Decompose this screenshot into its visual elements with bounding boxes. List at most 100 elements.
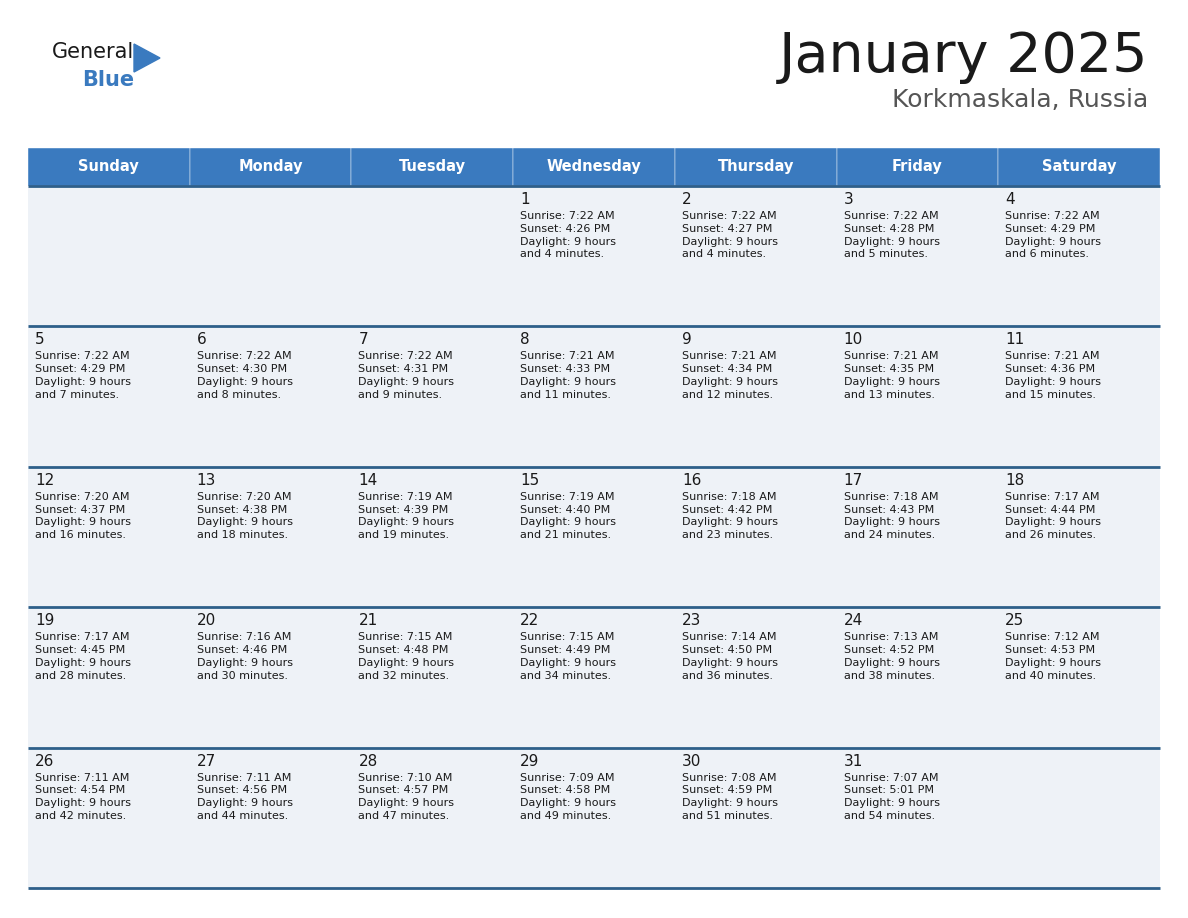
Text: 16: 16 bbox=[682, 473, 701, 487]
Text: Sunrise: 7:10 AM
Sunset: 4:57 PM
Daylight: 9 hours
and 47 minutes.: Sunrise: 7:10 AM Sunset: 4:57 PM Dayligh… bbox=[359, 773, 455, 821]
Text: 30: 30 bbox=[682, 754, 701, 768]
Bar bbox=[29, 607, 190, 747]
Text: Sunrise: 7:22 AM
Sunset: 4:29 PM
Daylight: 9 hours
and 7 minutes.: Sunrise: 7:22 AM Sunset: 4:29 PM Dayligh… bbox=[34, 352, 131, 400]
Bar bbox=[836, 148, 998, 186]
Text: 13: 13 bbox=[197, 473, 216, 487]
Bar bbox=[675, 607, 836, 747]
Bar bbox=[513, 747, 675, 888]
Bar bbox=[836, 607, 998, 747]
Text: 29: 29 bbox=[520, 754, 539, 768]
Text: 23: 23 bbox=[682, 613, 701, 628]
Text: Sunrise: 7:22 AM
Sunset: 4:28 PM
Daylight: 9 hours
and 5 minutes.: Sunrise: 7:22 AM Sunset: 4:28 PM Dayligh… bbox=[843, 211, 940, 260]
Text: Sunrise: 7:20 AM
Sunset: 4:37 PM
Daylight: 9 hours
and 16 minutes.: Sunrise: 7:20 AM Sunset: 4:37 PM Dayligh… bbox=[34, 492, 131, 540]
Text: Sunrise: 7:22 AM
Sunset: 4:26 PM
Daylight: 9 hours
and 4 minutes.: Sunrise: 7:22 AM Sunset: 4:26 PM Dayligh… bbox=[520, 211, 617, 260]
Text: Blue: Blue bbox=[82, 70, 134, 90]
Text: Sunrise: 7:21 AM
Sunset: 4:36 PM
Daylight: 9 hours
and 15 minutes.: Sunrise: 7:21 AM Sunset: 4:36 PM Dayligh… bbox=[1005, 352, 1101, 400]
Text: 3: 3 bbox=[843, 192, 853, 207]
Bar bbox=[29, 466, 190, 607]
Text: 25: 25 bbox=[1005, 613, 1024, 628]
Text: Sunrise: 7:15 AM
Sunset: 4:49 PM
Daylight: 9 hours
and 34 minutes.: Sunrise: 7:15 AM Sunset: 4:49 PM Dayligh… bbox=[520, 633, 617, 680]
Text: Thursday: Thursday bbox=[718, 160, 794, 174]
Text: Tuesday: Tuesday bbox=[399, 160, 466, 174]
Text: 21: 21 bbox=[359, 613, 378, 628]
Text: 19: 19 bbox=[34, 613, 55, 628]
Text: Sunrise: 7:15 AM
Sunset: 4:48 PM
Daylight: 9 hours
and 32 minutes.: Sunrise: 7:15 AM Sunset: 4:48 PM Dayligh… bbox=[359, 633, 455, 680]
Bar bbox=[190, 607, 352, 747]
Bar bbox=[352, 186, 513, 327]
Text: Sunrise: 7:20 AM
Sunset: 4:38 PM
Daylight: 9 hours
and 18 minutes.: Sunrise: 7:20 AM Sunset: 4:38 PM Dayligh… bbox=[197, 492, 292, 540]
Text: Sunrise: 7:21 AM
Sunset: 4:34 PM
Daylight: 9 hours
and 12 minutes.: Sunrise: 7:21 AM Sunset: 4:34 PM Dayligh… bbox=[682, 352, 778, 400]
Text: Sunrise: 7:21 AM
Sunset: 4:33 PM
Daylight: 9 hours
and 11 minutes.: Sunrise: 7:21 AM Sunset: 4:33 PM Dayligh… bbox=[520, 352, 617, 400]
Bar bbox=[675, 747, 836, 888]
Bar bbox=[513, 148, 675, 186]
Text: 1: 1 bbox=[520, 192, 530, 207]
Text: 7: 7 bbox=[359, 332, 368, 347]
Text: Saturday: Saturday bbox=[1042, 160, 1117, 174]
Text: Sunrise: 7:18 AM
Sunset: 4:43 PM
Daylight: 9 hours
and 24 minutes.: Sunrise: 7:18 AM Sunset: 4:43 PM Dayligh… bbox=[843, 492, 940, 540]
Text: 6: 6 bbox=[197, 332, 207, 347]
Bar bbox=[190, 327, 352, 466]
Text: Sunrise: 7:22 AM
Sunset: 4:29 PM
Daylight: 9 hours
and 6 minutes.: Sunrise: 7:22 AM Sunset: 4:29 PM Dayligh… bbox=[1005, 211, 1101, 260]
Bar bbox=[352, 747, 513, 888]
Text: Sunrise: 7:11 AM
Sunset: 4:56 PM
Daylight: 9 hours
and 44 minutes.: Sunrise: 7:11 AM Sunset: 4:56 PM Dayligh… bbox=[197, 773, 292, 821]
Text: 5: 5 bbox=[34, 332, 45, 347]
Bar bbox=[836, 327, 998, 466]
Bar bbox=[190, 466, 352, 607]
Text: 4: 4 bbox=[1005, 192, 1015, 207]
Bar bbox=[836, 747, 998, 888]
Bar bbox=[513, 327, 675, 466]
Text: Sunrise: 7:22 AM
Sunset: 4:31 PM
Daylight: 9 hours
and 9 minutes.: Sunrise: 7:22 AM Sunset: 4:31 PM Dayligh… bbox=[359, 352, 455, 400]
Bar bbox=[836, 466, 998, 607]
Bar bbox=[998, 327, 1159, 466]
Text: Sunrise: 7:12 AM
Sunset: 4:53 PM
Daylight: 9 hours
and 40 minutes.: Sunrise: 7:12 AM Sunset: 4:53 PM Dayligh… bbox=[1005, 633, 1101, 680]
Text: 2: 2 bbox=[682, 192, 691, 207]
Text: 8: 8 bbox=[520, 332, 530, 347]
Text: Sunrise: 7:17 AM
Sunset: 4:45 PM
Daylight: 9 hours
and 28 minutes.: Sunrise: 7:17 AM Sunset: 4:45 PM Dayligh… bbox=[34, 633, 131, 680]
Text: Sunrise: 7:07 AM
Sunset: 5:01 PM
Daylight: 9 hours
and 54 minutes.: Sunrise: 7:07 AM Sunset: 5:01 PM Dayligh… bbox=[843, 773, 940, 821]
Text: 14: 14 bbox=[359, 473, 378, 487]
Text: 26: 26 bbox=[34, 754, 55, 768]
Text: 9: 9 bbox=[682, 332, 691, 347]
Bar bbox=[998, 186, 1159, 327]
Text: Sunrise: 7:08 AM
Sunset: 4:59 PM
Daylight: 9 hours
and 51 minutes.: Sunrise: 7:08 AM Sunset: 4:59 PM Dayligh… bbox=[682, 773, 778, 821]
Bar bbox=[998, 607, 1159, 747]
Text: Sunrise: 7:09 AM
Sunset: 4:58 PM
Daylight: 9 hours
and 49 minutes.: Sunrise: 7:09 AM Sunset: 4:58 PM Dayligh… bbox=[520, 773, 617, 821]
Text: Sunrise: 7:11 AM
Sunset: 4:54 PM
Daylight: 9 hours
and 42 minutes.: Sunrise: 7:11 AM Sunset: 4:54 PM Dayligh… bbox=[34, 773, 131, 821]
Polygon shape bbox=[134, 44, 160, 72]
Text: Friday: Friday bbox=[892, 160, 943, 174]
Bar bbox=[190, 186, 352, 327]
Bar bbox=[352, 607, 513, 747]
Bar bbox=[675, 148, 836, 186]
Text: Korkmaskala, Russia: Korkmaskala, Russia bbox=[892, 88, 1148, 112]
Text: Sunrise: 7:16 AM
Sunset: 4:46 PM
Daylight: 9 hours
and 30 minutes.: Sunrise: 7:16 AM Sunset: 4:46 PM Dayligh… bbox=[197, 633, 292, 680]
Text: 22: 22 bbox=[520, 613, 539, 628]
Bar bbox=[29, 327, 190, 466]
Bar bbox=[190, 148, 352, 186]
Text: 12: 12 bbox=[34, 473, 55, 487]
Text: 15: 15 bbox=[520, 473, 539, 487]
Bar bbox=[675, 327, 836, 466]
Bar bbox=[675, 186, 836, 327]
Text: General: General bbox=[52, 42, 134, 62]
Text: 28: 28 bbox=[359, 754, 378, 768]
Text: Sunrise: 7:19 AM
Sunset: 4:39 PM
Daylight: 9 hours
and 19 minutes.: Sunrise: 7:19 AM Sunset: 4:39 PM Dayligh… bbox=[359, 492, 455, 540]
Text: Wednesday: Wednesday bbox=[546, 160, 642, 174]
Bar bbox=[513, 186, 675, 327]
Bar bbox=[836, 186, 998, 327]
Text: Sunday: Sunday bbox=[78, 160, 139, 174]
Text: Sunrise: 7:17 AM
Sunset: 4:44 PM
Daylight: 9 hours
and 26 minutes.: Sunrise: 7:17 AM Sunset: 4:44 PM Dayligh… bbox=[1005, 492, 1101, 540]
Bar bbox=[998, 747, 1159, 888]
Bar bbox=[998, 148, 1159, 186]
Text: 11: 11 bbox=[1005, 332, 1024, 347]
Bar bbox=[29, 747, 190, 888]
Text: Sunrise: 7:14 AM
Sunset: 4:50 PM
Daylight: 9 hours
and 36 minutes.: Sunrise: 7:14 AM Sunset: 4:50 PM Dayligh… bbox=[682, 633, 778, 680]
Text: 24: 24 bbox=[843, 613, 862, 628]
Text: Sunrise: 7:18 AM
Sunset: 4:42 PM
Daylight: 9 hours
and 23 minutes.: Sunrise: 7:18 AM Sunset: 4:42 PM Dayligh… bbox=[682, 492, 778, 540]
Text: 20: 20 bbox=[197, 613, 216, 628]
Bar bbox=[675, 466, 836, 607]
Text: 31: 31 bbox=[843, 754, 862, 768]
Bar bbox=[29, 148, 190, 186]
Bar bbox=[352, 327, 513, 466]
Bar bbox=[998, 466, 1159, 607]
Bar bbox=[352, 466, 513, 607]
